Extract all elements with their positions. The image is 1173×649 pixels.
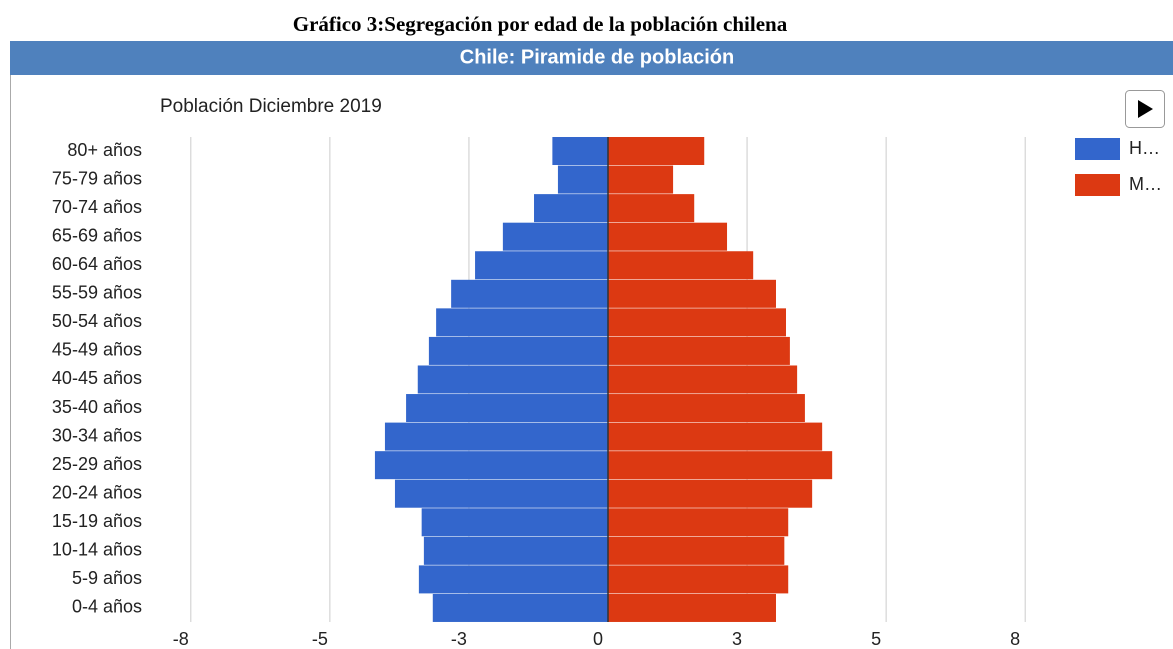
- y-tick-label: 55-59 años: [52, 283, 142, 303]
- bar: [608, 536, 785, 565]
- bar: [436, 308, 608, 337]
- bar: [552, 137, 608, 165]
- header-bar: [10, 41, 1173, 75]
- bar: [608, 451, 833, 480]
- bar: [608, 508, 789, 537]
- legend-label: H…: [1129, 138, 1160, 158]
- x-tick-label: -5: [312, 629, 328, 649]
- bar: [608, 336, 790, 365]
- bar: [608, 365, 798, 394]
- x-tick-label: -3: [451, 629, 467, 649]
- bar: [608, 194, 695, 223]
- legend-label: M…: [1129, 174, 1162, 194]
- bar: [608, 251, 754, 280]
- bar: [608, 165, 674, 194]
- x-tick-label: 0: [593, 629, 603, 649]
- x-tick-label: 5: [871, 629, 881, 649]
- bar: [557, 165, 608, 194]
- play-icon[interactable]: [1138, 100, 1153, 118]
- bar: [608, 593, 776, 622]
- y-tick-label: 20-24 años: [52, 482, 142, 502]
- y-tick-label: 0-4 años: [72, 597, 142, 617]
- bar: [608, 422, 823, 451]
- bar: [608, 137, 705, 165]
- y-tick-label: 30-34 años: [52, 425, 142, 445]
- bar: [608, 279, 776, 308]
- y-tick-label: 10-14 años: [52, 540, 142, 560]
- bar: [374, 451, 608, 480]
- bar: [406, 394, 608, 423]
- bar: [423, 536, 608, 565]
- header-title: Chile: Piramide de población: [460, 46, 735, 68]
- bar: [421, 508, 608, 537]
- y-tick-label: 5-9 años: [72, 568, 142, 588]
- caption: Gráfico 3:Segregación por edad de la pob…: [293, 12, 788, 36]
- bar: [502, 222, 608, 251]
- bar: [394, 479, 608, 508]
- bar: [432, 593, 608, 622]
- bar: [384, 422, 608, 451]
- play-button[interactable]: [1125, 90, 1165, 128]
- bar: [608, 394, 805, 423]
- y-tick-label: 70-74 años: [52, 197, 142, 217]
- bar: [418, 565, 608, 594]
- x-tick-label: -8: [173, 629, 189, 649]
- bar: [451, 279, 608, 308]
- bar: [608, 565, 789, 594]
- bar: [534, 194, 608, 223]
- y-tick-label: 40-45 años: [52, 368, 142, 388]
- legend-swatch: [1075, 174, 1120, 196]
- bar: [608, 222, 728, 251]
- bar: [417, 365, 608, 394]
- y-tick-label: 60-64 años: [52, 254, 142, 274]
- y-tick-label: 65-69 años: [52, 225, 142, 245]
- legend-swatch: [1075, 138, 1120, 160]
- y-tick-label: 45-49 años: [52, 340, 142, 360]
- bar: [608, 308, 786, 337]
- bar: [428, 336, 608, 365]
- y-tick-label: 50-54 años: [52, 311, 142, 331]
- y-tick-label: 75-79 años: [52, 168, 142, 188]
- y-tick-label: 25-29 años: [52, 454, 142, 474]
- y-tick-label: 80+ años: [67, 140, 142, 160]
- chart-title: Población Diciembre 2019: [160, 96, 382, 117]
- bar: [608, 479, 813, 508]
- bar: [475, 251, 608, 280]
- x-tick-label: 3: [732, 629, 742, 649]
- y-tick-label: 35-40 años: [52, 397, 142, 417]
- y-tick-label: 15-19 años: [52, 511, 142, 531]
- x-tick-label: 8: [1010, 629, 1020, 649]
